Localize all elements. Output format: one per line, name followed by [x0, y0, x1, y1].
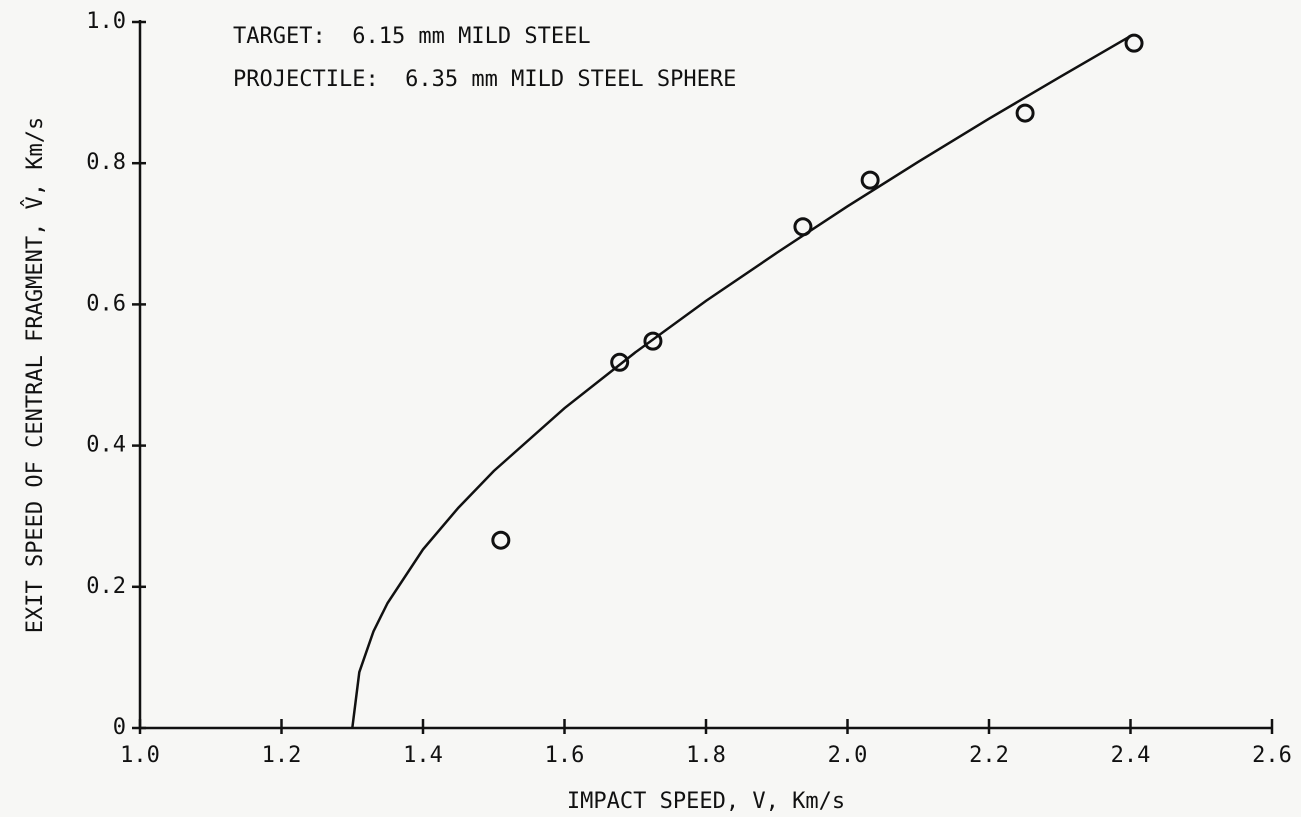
data-point [491, 530, 511, 550]
y-tick-label: 1.0 [86, 9, 126, 34]
x-tick-label: 2.0 [828, 743, 868, 768]
data-point [1015, 103, 1035, 123]
y-tick-label: 0.8 [86, 150, 126, 175]
fit-curve [351, 35, 1132, 729]
y-axis-label: EXIT SPEED OF CENTRAL FRAGMENT, V̂, Km/s [21, 117, 48, 634]
data-point [610, 352, 630, 372]
y-tick-label: 0.2 [86, 574, 126, 599]
y-tick-label: 0.4 [86, 433, 126, 458]
x-tick-label: 2.4 [1111, 743, 1151, 768]
data-point [1124, 33, 1144, 53]
data-point [860, 170, 880, 190]
data-point [643, 331, 663, 351]
y-tick-label: 0 [113, 715, 126, 740]
annotation: PROJECTILE: 6.35 mm MILD STEEL SPHERE [233, 67, 736, 92]
x-tick-label: 1.0 [120, 743, 160, 768]
x-axis-label: IMPACT SPEED, V, Km/s [567, 789, 845, 814]
y-tick-label: 0.6 [86, 291, 126, 316]
x-tick-label: 1.4 [403, 743, 443, 768]
x-tick-label: 2.2 [969, 743, 1009, 768]
x-tick-label: 2.6 [1252, 743, 1292, 768]
annotation: TARGET: 6.15 mm MILD STEEL [233, 24, 591, 49]
x-tick-label: 1.8 [686, 743, 726, 768]
x-tick-label: 1.2 [262, 743, 302, 768]
x-tick-label: 1.6 [545, 743, 585, 768]
